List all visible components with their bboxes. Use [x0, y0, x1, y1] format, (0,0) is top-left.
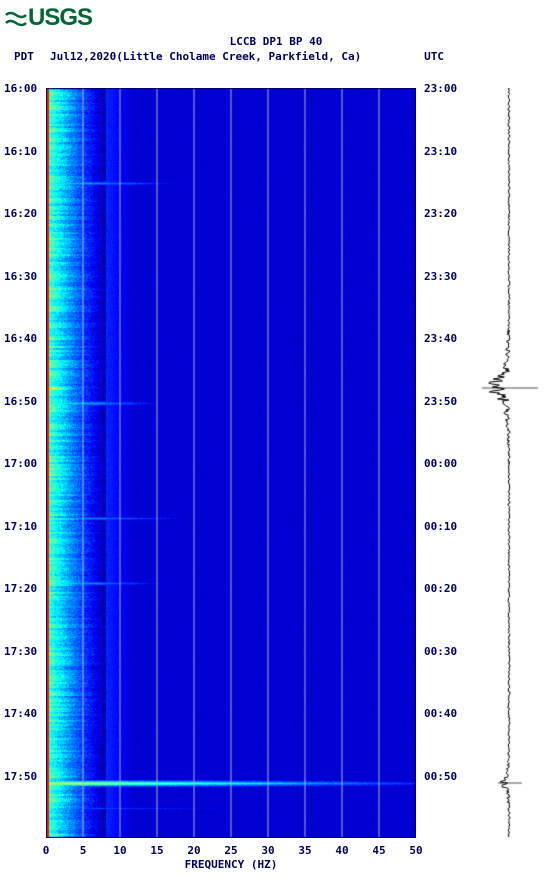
x-tick: 10 — [113, 844, 126, 857]
x-axis-title: FREQUENCY (HZ) — [46, 858, 416, 871]
y-left-tick: 17:50 — [4, 770, 37, 783]
y-right-tick: 23:20 — [424, 207, 457, 220]
y-right-tick: 00:30 — [424, 645, 457, 658]
y-left-tick: 16:40 — [4, 332, 37, 345]
y-left-tick: 17:00 — [4, 457, 37, 470]
x-tick: 15 — [150, 844, 163, 857]
y-right-tick: 00:50 — [424, 770, 457, 783]
x-tick: 5 — [80, 844, 87, 857]
x-tick: 35 — [298, 844, 311, 857]
chart-title: LCCB DP1 BP 40 — [0, 35, 552, 48]
logo-text: USGS — [28, 4, 92, 31]
y-left-tick: 17:20 — [4, 582, 37, 595]
y-right-tick: 23:40 — [424, 332, 457, 345]
utc-label: UTC — [424, 50, 444, 63]
pdt-label: PDT — [14, 50, 34, 63]
y-left-tick: 17:30 — [4, 645, 37, 658]
y-left-tick: 17:10 — [4, 520, 37, 533]
x-tick: 25 — [224, 844, 237, 857]
x-tick: 50 — [409, 844, 422, 857]
y-right-tick: 23:50 — [424, 395, 457, 408]
y-right-tick: 00:40 — [424, 707, 457, 720]
y-left-tick: 17:40 — [4, 707, 37, 720]
y-left-tick: 16:00 — [4, 82, 37, 95]
x-tick: 45 — [372, 844, 385, 857]
usgs-logo: USGS — [4, 4, 92, 32]
y-left-tick: 16:20 — [4, 207, 37, 220]
y-right-tick: 00:20 — [424, 582, 457, 595]
chart-header: LCCB DP1 BP 40 PDT Jul12,2020(Little Cho… — [0, 35, 552, 64]
y-right-tick: 00:00 — [424, 457, 457, 470]
x-tick: 40 — [335, 844, 348, 857]
y-left-tick: 16:30 — [4, 270, 37, 283]
y-right-tick: 00:10 — [424, 520, 457, 533]
x-tick: 30 — [261, 844, 274, 857]
y-left-tick: 16:10 — [4, 145, 37, 158]
x-tick: 20 — [187, 844, 200, 857]
x-tick: 0 — [43, 844, 50, 857]
y-right-tick: 23:10 — [424, 145, 457, 158]
y-left-tick: 16:50 — [4, 395, 37, 408]
y-right-tick: 23:00 — [424, 82, 457, 95]
date-label: Jul12,2020(Little Cholame Creek, Parkfie… — [50, 50, 361, 63]
seismogram-waveform — [480, 88, 540, 838]
y-right-tick: 23:30 — [424, 270, 457, 283]
spectrogram-chart — [46, 88, 416, 838]
